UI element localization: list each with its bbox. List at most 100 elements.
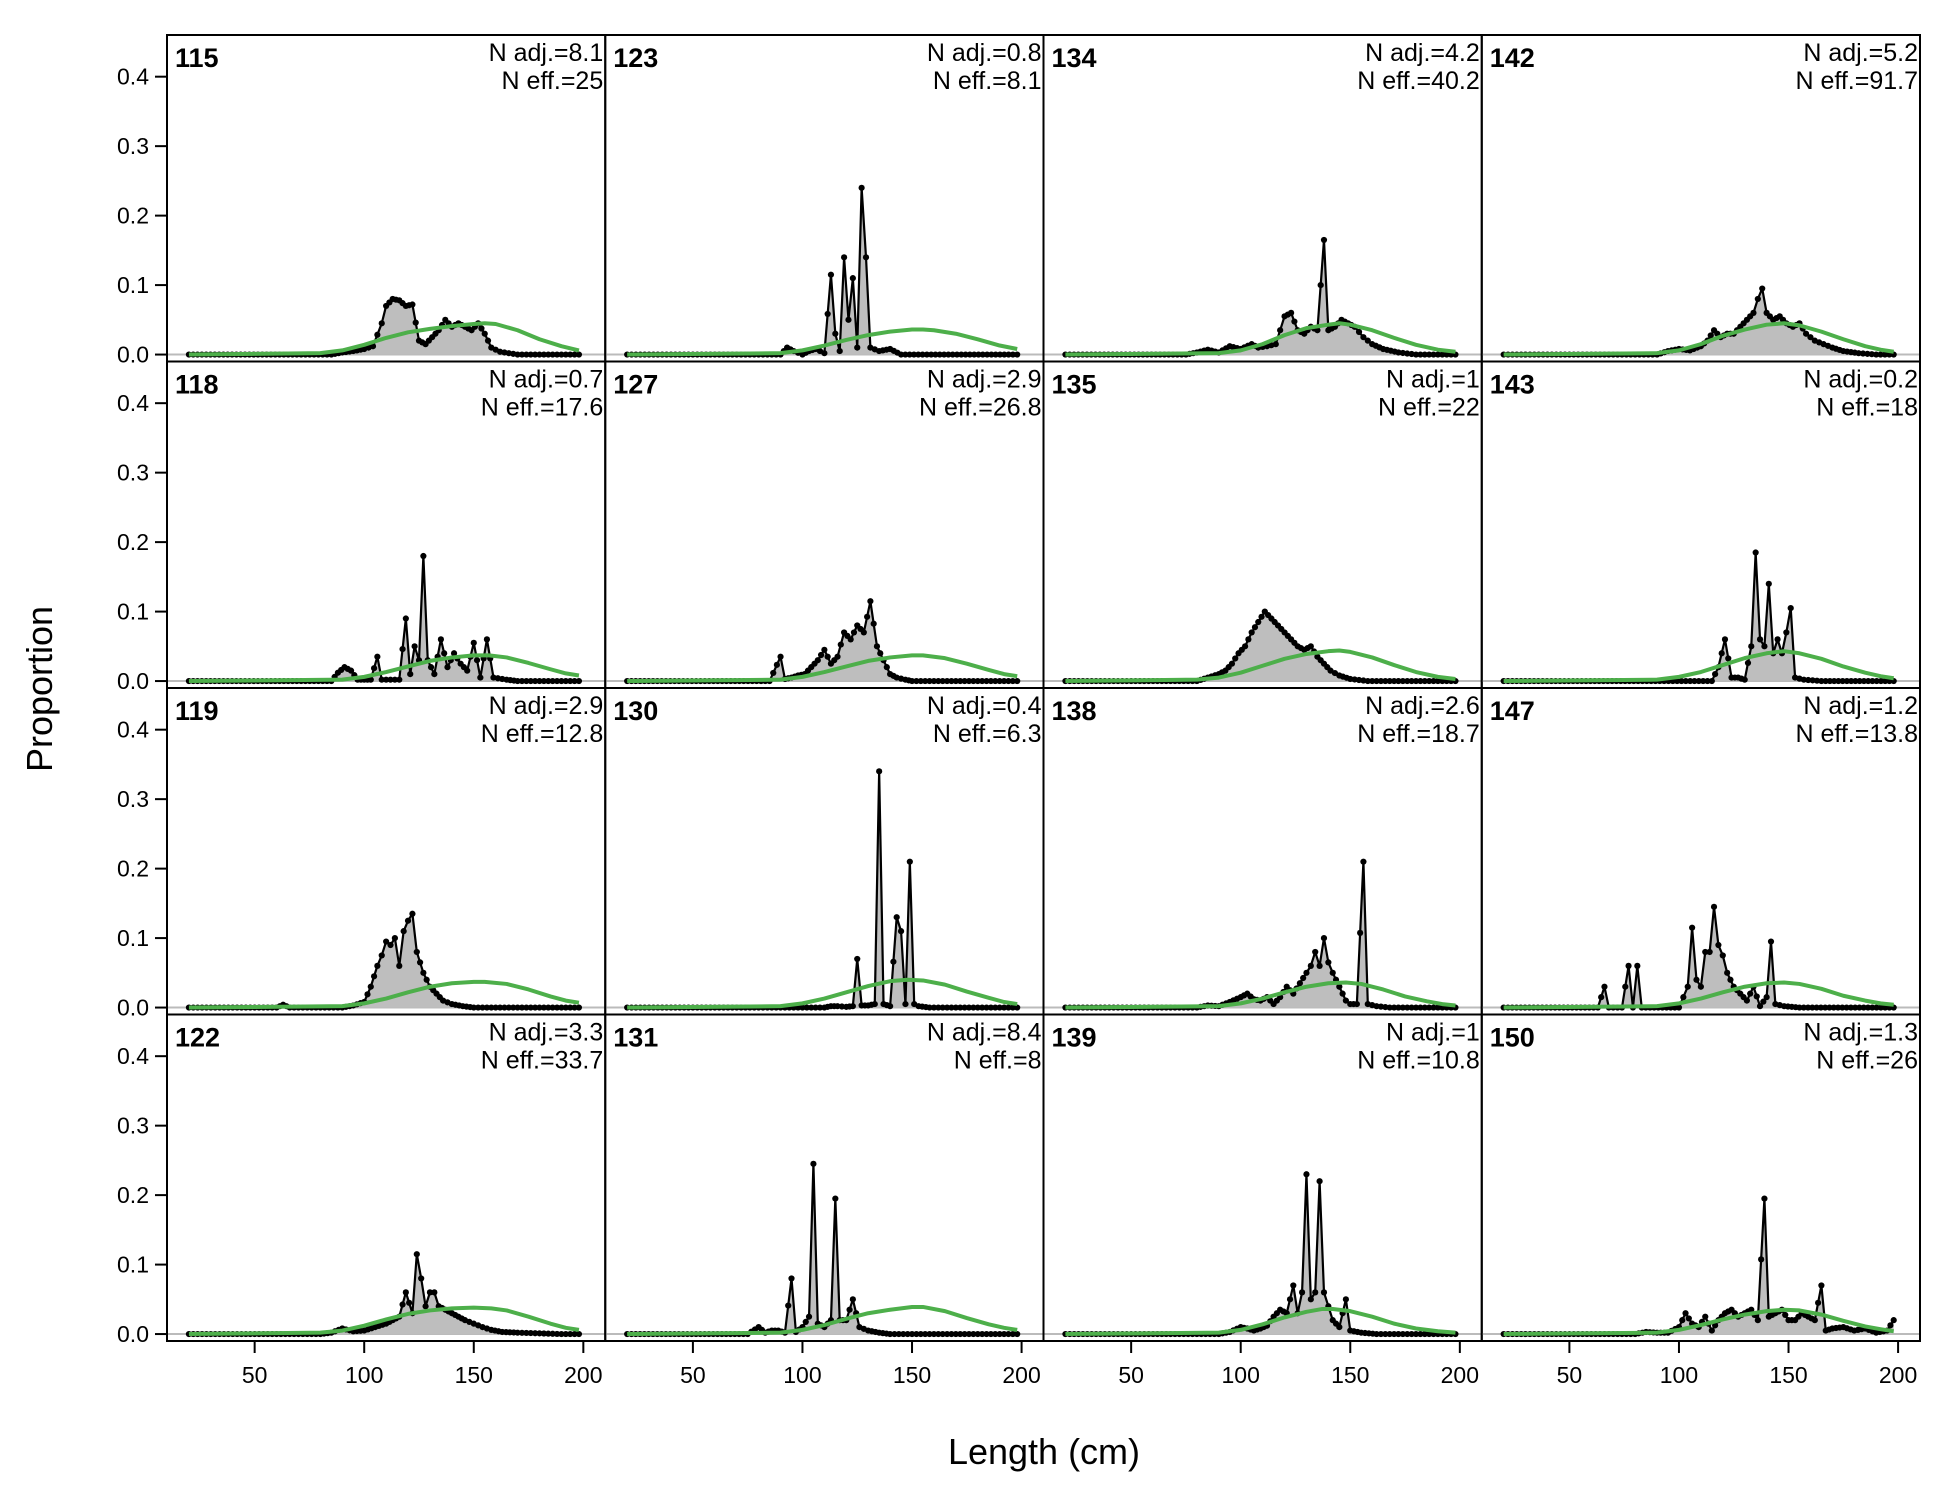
observed-point (1258, 613, 1265, 620)
observed-point (1763, 994, 1770, 1001)
observed-point (518, 1004, 526, 1011)
observed-point (1391, 677, 1398, 685)
observed-point (948, 1004, 955, 1011)
observed-point (473, 657, 481, 664)
panel-115-n-eff: N eff.=25 (502, 67, 604, 95)
observed-point (965, 1330, 973, 1338)
observed-point (378, 952, 385, 959)
observed-point (1807, 334, 1814, 341)
panel-122: 122 N adj.=3.3N eff.=33.7 (166, 1013, 607, 1342)
observed-point (545, 1330, 552, 1337)
observed-point (527, 1329, 534, 1337)
panel-119-observed-area (188, 913, 579, 1008)
observed-point (948, 677, 955, 685)
observed-point (1756, 636, 1764, 643)
observed-point (987, 1330, 995, 1338)
observed-point (773, 661, 780, 668)
x-tick-label: 150 (1769, 1362, 1807, 1388)
observed-point (939, 677, 946, 685)
observed-point (962, 351, 969, 358)
observed-point (1839, 677, 1846, 685)
observed-point (1835, 677, 1842, 685)
observed-point (1877, 1004, 1884, 1011)
observed-point (908, 677, 916, 685)
panel-127-n-adj: N adj.=2.9 (927, 366, 1042, 394)
observed-point (1412, 1004, 1420, 1011)
panel-142-label: 142 (1490, 43, 1535, 73)
observed-point (992, 1330, 999, 1338)
observed-point (540, 677, 547, 685)
observed-point (1312, 948, 1319, 956)
observed-point (864, 613, 871, 620)
panel-115-label: 115 (175, 43, 219, 73)
observed-point (413, 948, 420, 956)
observed-point (940, 351, 948, 358)
observed-point (1320, 1289, 1328, 1296)
observed-point (1417, 1004, 1424, 1011)
observed-point (549, 1330, 556, 1337)
observed-point (571, 1330, 578, 1338)
observed-point (1364, 337, 1371, 344)
observed-point (1430, 677, 1437, 685)
observed-point (974, 1330, 981, 1338)
observed-point (1320, 236, 1328, 244)
y-tick-label: 0.2 (117, 1182, 149, 1208)
panel-127-expected-line (627, 653, 1018, 684)
observed-point (1014, 1330, 1021, 1338)
x-tick-label: 50 (1557, 1362, 1583, 1388)
observed-point (1782, 1311, 1789, 1319)
y-tick-label: 0.4 (117, 1043, 149, 1069)
observed-point (1339, 990, 1346, 997)
observed-point (505, 1004, 512, 1011)
observed-point (1307, 643, 1314, 650)
observed-point (1601, 983, 1608, 990)
observed-point (514, 1004, 521, 1011)
panel-115-plot-area (167, 295, 606, 358)
panel-150-label: 150 (1490, 1023, 1535, 1053)
y-tick-label: 0.1 (117, 925, 149, 951)
panel-139-n-eff: N eff.=10.8 (1357, 1047, 1480, 1075)
panel-123-expected-line (627, 327, 1018, 357)
observed-point (1303, 1171, 1310, 1178)
observed-point (1336, 1324, 1343, 1331)
observed-point (897, 928, 905, 935)
observed-point (871, 1000, 878, 1008)
observed-point (391, 934, 398, 942)
y-tick-label: 0.1 (117, 272, 149, 298)
observed-point (1675, 1004, 1683, 1011)
observed-point (1360, 334, 1367, 341)
observed-point (996, 1004, 1003, 1011)
observed-point (992, 1004, 999, 1011)
observed-point (1754, 295, 1761, 303)
observed-point (536, 677, 543, 685)
observed-point (816, 1004, 824, 1011)
observed-point (374, 653, 381, 660)
observed-point (987, 1004, 995, 1011)
observed-point (1697, 983, 1704, 990)
observed-point (1783, 629, 1790, 636)
panel-138-n-eff: N eff.=18.7 (1357, 720, 1480, 748)
observed-point (540, 1330, 547, 1337)
observed-point (821, 646, 828, 653)
observed-point (1395, 1330, 1402, 1338)
observed-point (883, 664, 890, 671)
x-tick-label: 200 (564, 1362, 602, 1388)
observed-point (910, 351, 918, 358)
observed-point (549, 677, 556, 685)
observed-point (367, 676, 374, 683)
observed-point (1412, 1330, 1420, 1338)
observed-point (834, 653, 841, 660)
observed-point (1248, 629, 1255, 636)
panel-138-n-adj: N adj.=2.6 (1365, 692, 1480, 720)
panel-119-expected-line (188, 979, 580, 1010)
x-axis-title: Length (cm) (948, 1431, 1140, 1472)
observed-point (1877, 351, 1884, 358)
observed-point (1443, 351, 1450, 358)
observed-point (1009, 677, 1016, 685)
observed-point (928, 351, 935, 358)
observed-point (1277, 327, 1284, 334)
panel-150-frame (1480, 1013, 1921, 1342)
observed-point (411, 643, 418, 650)
panel-150: 150 N adj.=1.3N eff.=26 (1480, 1013, 1921, 1342)
observed-point (895, 1330, 902, 1338)
